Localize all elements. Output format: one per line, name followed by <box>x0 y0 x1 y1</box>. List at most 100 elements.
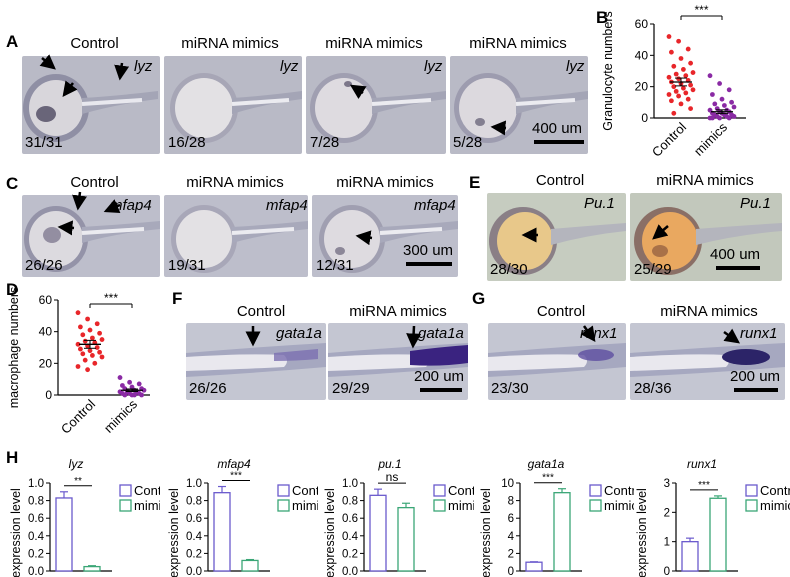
y-tick-label: 1 <box>664 537 670 549</box>
data-point <box>80 332 86 338</box>
panel-g-count-2: 28/36 <box>634 380 672 397</box>
y-axis-label: Granulocyte numbers <box>601 11 615 131</box>
panel-h-bar-chart-gata1a: gata1a 0 2 4 6 8 10 expression level *** Controlm… <box>479 457 634 577</box>
panel-g-count-1: 23/30 <box>491 380 529 397</box>
data-point <box>719 96 725 102</box>
panel-c-image-2 <box>164 195 308 277</box>
data-point <box>75 341 81 347</box>
legend-swatch <box>119 484 132 497</box>
data-point <box>78 346 83 352</box>
data-point <box>726 115 732 121</box>
y-tick-label: 6 <box>508 513 514 525</box>
data-point <box>132 392 137 398</box>
data-point <box>669 98 674 104</box>
y-tick-label: 0.2 <box>28 548 44 560</box>
panel-label-c: C <box>6 174 19 193</box>
data-point <box>731 104 737 110</box>
data-point <box>671 84 677 90</box>
y-tick-label: 4 <box>508 531 515 543</box>
data-point <box>676 76 681 82</box>
y-tick-label: 0.0 <box>186 566 202 577</box>
legend-label: mimics <box>292 498 318 513</box>
y-tick-label: 0.0 <box>342 566 358 577</box>
panel-b-scatter-chart: 0 20 40 60 Granulocyte numbers Control mimics *… <box>601 3 746 160</box>
data-point <box>127 379 132 385</box>
y-tick-label: 60 <box>635 17 649 31</box>
legend-label: Control <box>604 483 634 498</box>
panel-c-gene-label-2: mfap4 <box>266 197 308 214</box>
legend-label: mimics <box>760 498 790 513</box>
panel-c-count-3: 12/31 <box>316 257 354 274</box>
arrow-icon <box>72 191 87 211</box>
data-point <box>82 338 88 344</box>
data-point <box>669 49 674 55</box>
panel-e-count-2: 25/29 <box>634 261 672 278</box>
panel-c-count-2: 19/31 <box>168 257 206 274</box>
panel-h-bar-chart-runx1: runx1 0 1 2 3 expression level *** Controlmimic… <box>635 457 790 577</box>
legend-swatch <box>119 499 132 512</box>
significance-label: *** <box>694 3 708 17</box>
panel-a-title-4: miRNA mimics <box>469 35 567 52</box>
bar <box>369 494 387 572</box>
legend-label: Control <box>448 483 474 498</box>
data-point <box>685 46 691 52</box>
panel-a-gene-label-1: lyz <box>134 58 153 75</box>
data-point <box>710 92 715 97</box>
panel-label-a: A <box>6 32 19 51</box>
data-point <box>87 327 93 333</box>
y-axis-label: macrophage numbers <box>7 287 21 409</box>
panel-f-image-2 <box>328 323 468 400</box>
y-tick-label: 0.4 <box>186 531 203 543</box>
data-point <box>673 88 679 94</box>
panel-f-title-1: Control <box>236 303 286 320</box>
data-point <box>685 96 691 102</box>
y-axis-label: expression level <box>479 488 493 577</box>
x-tick-label: Control <box>58 396 98 436</box>
y-tick-label: 60 <box>39 293 53 307</box>
x-tick-label: mimics <box>101 396 141 436</box>
data-point <box>85 367 90 373</box>
arrow-icon <box>114 62 130 81</box>
panel-h-bar-chart-mfap4: mfap4 0.0 0.2 0.4 0.6 0.8 1.0 expression level *… <box>167 457 318 577</box>
y-tick-label: 8 <box>508 496 514 508</box>
data-point <box>729 99 734 105</box>
panel-label-h: H <box>6 448 19 467</box>
panel-g-image-1 <box>488 323 626 400</box>
panel-c-scale-bar <box>406 262 452 266</box>
panel-h-bar-chart-pu1: pu.1 0.0 0.2 0.4 0.6 0.8 1.0 expression level ns… <box>323 457 474 577</box>
legend-label: mimics <box>448 498 474 513</box>
y-axis-label: expression level <box>323 488 337 577</box>
legend-swatch <box>589 499 602 512</box>
significance-label: ns <box>386 470 399 484</box>
data-point <box>712 101 718 107</box>
legend-label: Control <box>760 483 790 498</box>
arrow-icon <box>580 325 596 343</box>
data-point <box>710 115 715 121</box>
y-tick-label: 10 <box>501 478 514 490</box>
panel-e-gene-label-2: Pu.1 <box>740 195 771 212</box>
data-point <box>666 74 672 80</box>
panel-a-gene-label-3: lyz <box>424 58 443 75</box>
panel-f-gene-label-1: gata1a <box>276 325 322 342</box>
panel-e-title-1: Control <box>535 172 585 189</box>
data-point <box>78 324 83 330</box>
data-point <box>688 60 693 66</box>
y-axis-label: expression level <box>9 488 23 577</box>
y-tick-label: 0.6 <box>186 513 202 525</box>
panel-a-title-2: miRNA mimics <box>181 35 279 52</box>
y-tick-label: 0 <box>664 566 670 577</box>
panel-e-scale-bar <box>716 266 760 270</box>
data-point <box>136 381 142 387</box>
data-point <box>92 360 98 366</box>
data-point <box>122 392 128 398</box>
arrow-icon <box>349 84 367 100</box>
data-point <box>683 90 689 96</box>
y-tick-label: 0.8 <box>28 496 44 508</box>
bar <box>681 541 699 572</box>
panel-label-g: G <box>472 289 486 308</box>
panel-c-title-2: miRNA mimics <box>186 174 284 191</box>
legend-swatch <box>433 484 446 497</box>
data-point <box>97 349 102 355</box>
panel-c-gene-label-3: mfap4 <box>414 197 456 214</box>
data-point <box>673 71 679 77</box>
